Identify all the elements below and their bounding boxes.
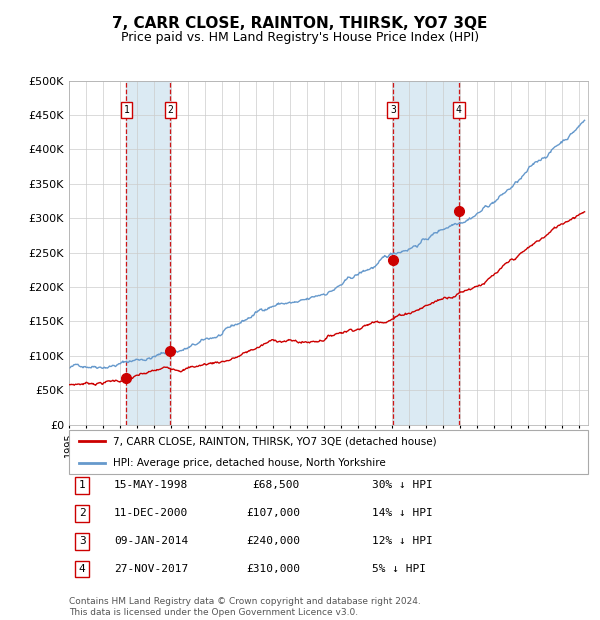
Text: 12% ↓ HPI: 12% ↓ HPI bbox=[372, 536, 433, 546]
Text: 2: 2 bbox=[167, 105, 173, 115]
Text: 3: 3 bbox=[79, 536, 86, 546]
Bar bbox=[393, 81, 459, 425]
Bar bbox=[127, 81, 170, 425]
Text: 1: 1 bbox=[124, 105, 129, 115]
Text: £310,000: £310,000 bbox=[246, 564, 300, 574]
Text: 14% ↓ HPI: 14% ↓ HPI bbox=[372, 508, 433, 518]
Text: 7, CARR CLOSE, RAINTON, THIRSK, YO7 3QE (detached house): 7, CARR CLOSE, RAINTON, THIRSK, YO7 3QE … bbox=[113, 436, 437, 446]
Text: 27-NOV-2017: 27-NOV-2017 bbox=[114, 564, 188, 574]
Text: 11-DEC-2000: 11-DEC-2000 bbox=[114, 508, 188, 518]
Text: Price paid vs. HM Land Registry's House Price Index (HPI): Price paid vs. HM Land Registry's House … bbox=[121, 31, 479, 44]
Text: 1: 1 bbox=[79, 480, 86, 490]
Text: Contains HM Land Registry data © Crown copyright and database right 2024.
This d: Contains HM Land Registry data © Crown c… bbox=[69, 598, 421, 617]
Text: 7, CARR CLOSE, RAINTON, THIRSK, YO7 3QE: 7, CARR CLOSE, RAINTON, THIRSK, YO7 3QE bbox=[112, 16, 488, 30]
Text: 5% ↓ HPI: 5% ↓ HPI bbox=[372, 564, 426, 574]
Text: HPI: Average price, detached house, North Yorkshire: HPI: Average price, detached house, Nort… bbox=[113, 458, 386, 467]
Text: 4: 4 bbox=[79, 564, 86, 574]
Text: £68,500: £68,500 bbox=[253, 480, 300, 490]
Text: 09-JAN-2014: 09-JAN-2014 bbox=[114, 536, 188, 546]
Text: 3: 3 bbox=[390, 105, 396, 115]
Text: £240,000: £240,000 bbox=[246, 536, 300, 546]
Text: 2: 2 bbox=[79, 508, 86, 518]
Text: 4: 4 bbox=[456, 105, 462, 115]
Text: 30% ↓ HPI: 30% ↓ HPI bbox=[372, 480, 433, 490]
Text: 15-MAY-1998: 15-MAY-1998 bbox=[114, 480, 188, 490]
Text: £107,000: £107,000 bbox=[246, 508, 300, 518]
